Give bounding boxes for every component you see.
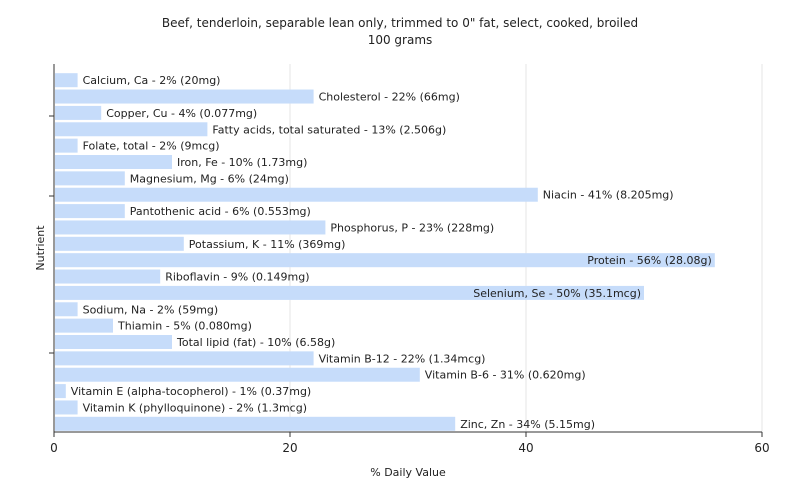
bar-label-8: Niacin - 41% (8.205mg) xyxy=(543,189,674,202)
bar-4 xyxy=(55,122,208,137)
chart-subtitle: 100 grams xyxy=(367,33,433,47)
bar-label-13: Riboflavin - 9% (0.149mg) xyxy=(165,271,309,284)
bar-label-16: Thiamin - 5% (0.080mg) xyxy=(117,320,252,333)
bar-11 xyxy=(55,236,184,251)
bar-19 xyxy=(55,367,420,382)
bar-12 xyxy=(55,253,715,268)
y-axis-title: Nutrient xyxy=(34,225,47,271)
bar-label-20: Vitamin E (alpha-tocopherol) - 1% (0.37m… xyxy=(71,385,311,398)
bar-2 xyxy=(55,89,314,104)
bar-6 xyxy=(55,155,172,169)
bar-13 xyxy=(55,269,161,284)
bar-label-10: Phosphorus, P - 23% (228mg) xyxy=(330,221,494,234)
bar-label-9: Pantothenic acid - 6% (0.553mg) xyxy=(130,205,311,218)
bar-7 xyxy=(55,171,125,186)
x-tick-label-2: 40 xyxy=(518,441,533,455)
bar-15 xyxy=(55,302,78,317)
bar-8 xyxy=(55,187,538,202)
bar-9 xyxy=(55,204,125,219)
bar-label-17: Total lipid (fat) - 10% (6.58g) xyxy=(176,336,335,349)
bar-label-15: Sodium, Na - 2% (59mg) xyxy=(83,303,219,316)
bar-label-14: Selenium, Se - 50% (35.1mcg) xyxy=(473,287,641,300)
bar-14 xyxy=(55,285,644,300)
bar-16 xyxy=(55,318,113,333)
bar-22 xyxy=(55,416,456,431)
x-tick-label-0: 0 xyxy=(50,441,58,455)
bar-10 xyxy=(55,220,326,235)
x-tick-label-1: 20 xyxy=(282,441,297,455)
bar-18 xyxy=(55,351,314,366)
bar-label-22: Zinc, Zn - 34% (5.15mg) xyxy=(460,418,595,431)
bar-1 xyxy=(55,73,78,88)
bar-label-7: Magnesium, Mg - 6% (24mg) xyxy=(130,172,289,185)
chart-title: Beef, tenderloin, separable lean only, t… xyxy=(161,16,639,30)
bar-label-2: Cholesterol - 22% (66mg) xyxy=(319,91,460,104)
bar-label-18: Vitamin B-12 - 22% (1.34mcg) xyxy=(319,352,486,365)
x-tick-label-3: 60 xyxy=(754,441,769,455)
bar-label-6: Iron, Fe - 10% (1.73mg) xyxy=(177,156,307,169)
bar-label-11: Potassium, K - 11% (369mg) xyxy=(189,238,346,251)
bar-label-1: Calcium, Ca - 2% (20mg) xyxy=(83,74,221,87)
bar-label-4: Fatty acids, total saturated - 13% (2.50… xyxy=(212,123,446,136)
bar-21 xyxy=(55,400,78,415)
bar-3 xyxy=(55,105,102,120)
bar-17 xyxy=(55,335,172,349)
bar-label-3: Copper, Cu - 4% (0.077mg) xyxy=(106,107,257,120)
bar-label-5: Folate, total - 2% (9mcg) xyxy=(83,140,220,153)
x-axis-title: % Daily Value xyxy=(370,466,446,479)
bar-20 xyxy=(55,384,66,399)
bar-label-21: Vitamin K (phylloquinone) - 2% (1.3mcg) xyxy=(83,401,307,414)
bar-label-19: Vitamin B-6 - 31% (0.620mg) xyxy=(425,369,586,382)
bar-label-12: Protein - 56% (28.08g) xyxy=(587,254,712,267)
bar-5 xyxy=(55,138,78,153)
